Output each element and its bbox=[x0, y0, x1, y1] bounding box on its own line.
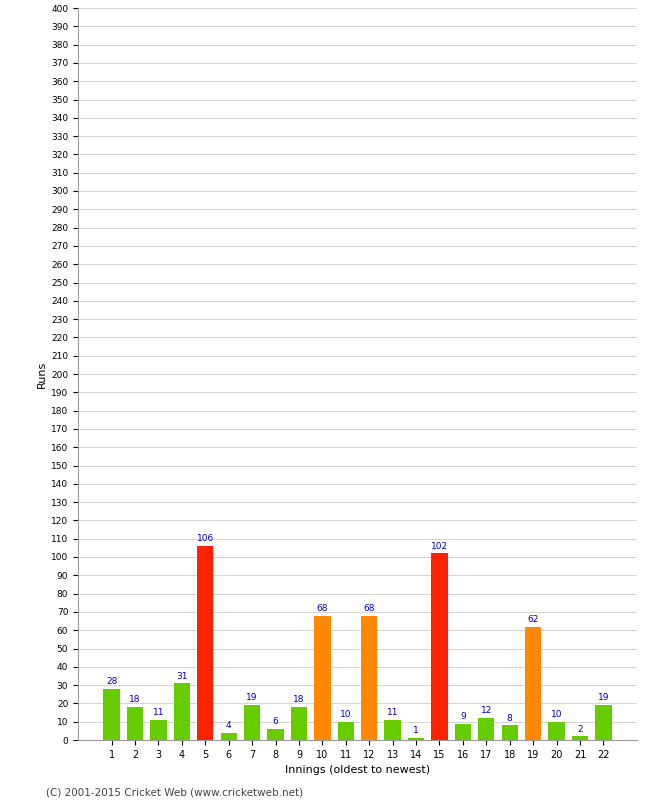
Text: 10: 10 bbox=[551, 710, 562, 719]
Text: 1: 1 bbox=[413, 726, 419, 735]
Text: 19: 19 bbox=[246, 694, 258, 702]
Text: 19: 19 bbox=[597, 694, 609, 702]
Bar bbox=[431, 554, 448, 740]
Text: 6: 6 bbox=[272, 718, 278, 726]
Text: 8: 8 bbox=[507, 714, 513, 722]
Text: 28: 28 bbox=[106, 677, 117, 686]
Text: 102: 102 bbox=[431, 542, 448, 550]
Bar bbox=[478, 718, 495, 740]
Bar bbox=[314, 615, 331, 740]
Bar bbox=[244, 706, 260, 740]
Text: 12: 12 bbox=[480, 706, 492, 715]
Bar bbox=[572, 736, 588, 740]
Bar bbox=[127, 707, 143, 740]
Bar bbox=[361, 615, 378, 740]
Text: 68: 68 bbox=[317, 604, 328, 613]
Text: 68: 68 bbox=[363, 604, 375, 613]
Bar bbox=[103, 689, 120, 740]
Text: 11: 11 bbox=[153, 708, 164, 717]
Text: 9: 9 bbox=[460, 712, 466, 721]
Text: 2: 2 bbox=[577, 725, 583, 734]
Text: (C) 2001-2015 Cricket Web (www.cricketweb.net): (C) 2001-2015 Cricket Web (www.cricketwe… bbox=[46, 787, 303, 798]
Text: 10: 10 bbox=[340, 710, 352, 719]
Bar bbox=[150, 720, 166, 740]
Bar bbox=[525, 626, 541, 740]
Text: 4: 4 bbox=[226, 721, 231, 730]
Bar bbox=[197, 546, 213, 740]
Bar bbox=[595, 706, 612, 740]
Bar bbox=[337, 722, 354, 740]
X-axis label: Innings (oldest to newest): Innings (oldest to newest) bbox=[285, 766, 430, 775]
Y-axis label: Runs: Runs bbox=[37, 360, 47, 388]
Text: 18: 18 bbox=[129, 695, 141, 704]
Bar bbox=[408, 738, 424, 740]
Bar bbox=[549, 722, 565, 740]
Text: 31: 31 bbox=[176, 671, 188, 681]
Bar bbox=[174, 683, 190, 740]
Text: 106: 106 bbox=[197, 534, 214, 543]
Bar bbox=[291, 707, 307, 740]
Bar bbox=[455, 723, 471, 740]
Text: 18: 18 bbox=[293, 695, 305, 704]
Bar bbox=[267, 729, 284, 740]
Bar bbox=[220, 733, 237, 740]
Text: 62: 62 bbox=[527, 614, 539, 624]
Text: 11: 11 bbox=[387, 708, 398, 717]
Bar bbox=[384, 720, 401, 740]
Bar bbox=[502, 726, 518, 740]
